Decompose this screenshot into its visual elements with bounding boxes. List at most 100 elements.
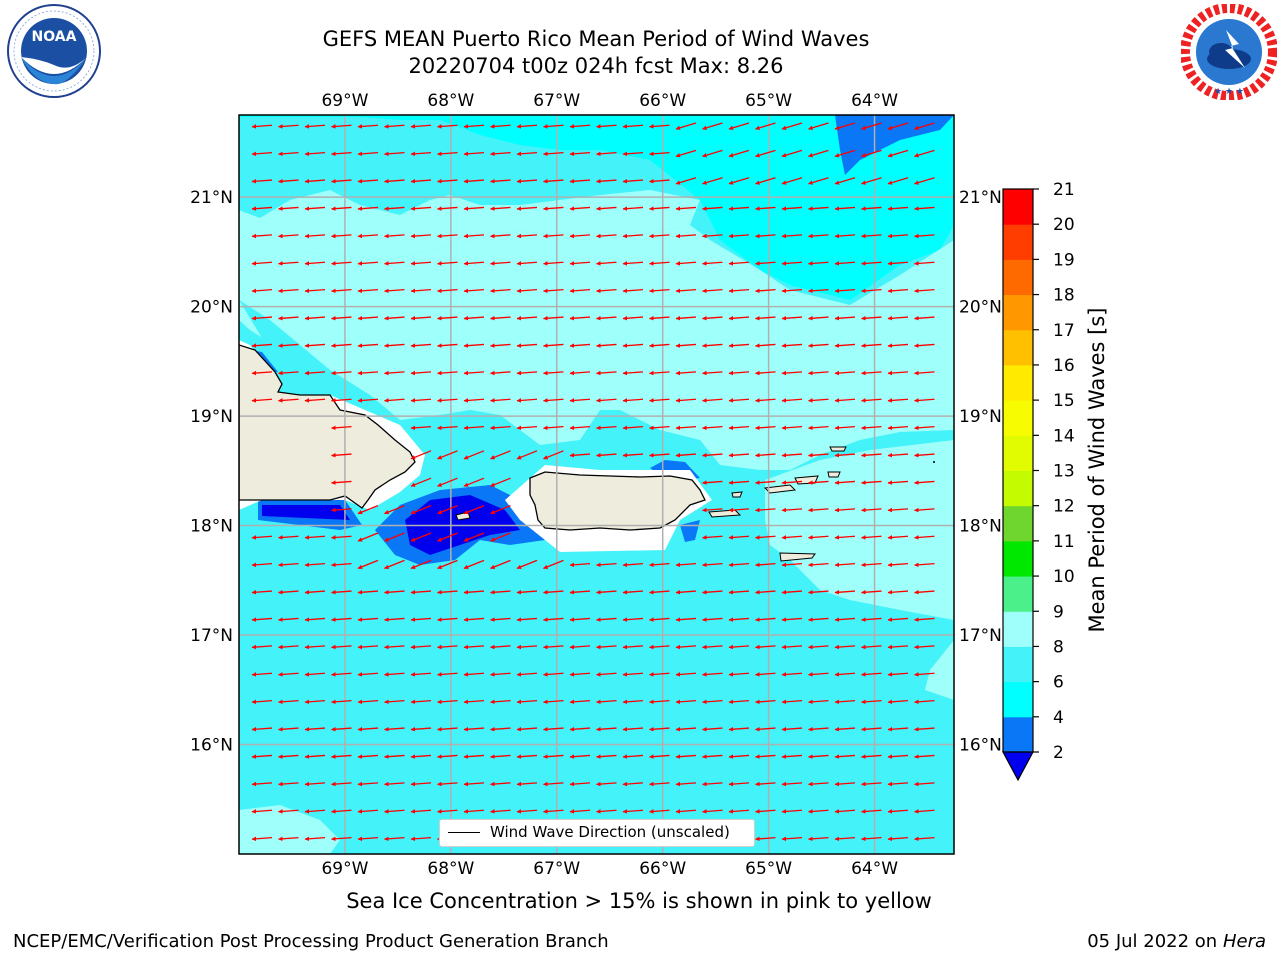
wind-wave-arrow: [649, 233, 670, 239]
wind-wave-arrow: [516, 178, 538, 184]
wind-wave-arrow: [304, 315, 326, 321]
wind-wave-arrow: [702, 726, 723, 732]
lat-tick-label: 17°N: [959, 626, 1002, 646]
wind-wave-arrow: [490, 477, 511, 487]
wind-wave-arrow: [675, 617, 697, 622]
wind-wave-arrow: [278, 206, 299, 211]
wind-wave-arrow: [728, 288, 750, 294]
wind-wave-arrow: [516, 672, 538, 677]
wind-wave-arrow: [596, 261, 617, 266]
wind-wave-arrow: [331, 124, 352, 129]
land-anguilla: [829, 446, 847, 452]
wind-wave-arrow: [781, 122, 803, 131]
wind-wave-arrow: [914, 425, 935, 431]
wind-wave-arrow: [622, 370, 644, 376]
wind-wave-arrow: [781, 507, 803, 513]
wind-wave-arrow: [384, 617, 405, 622]
wind-wave-arrow: [437, 233, 458, 239]
wind-wave-arrow: [357, 836, 379, 842]
wind-wave-arrow: [887, 672, 909, 677]
wind-wave-arrow: [702, 699, 723, 705]
wind-wave-arrow: [781, 535, 803, 540]
wind-wave-arrow: [278, 261, 299, 266]
wind-wave-arrow: [569, 398, 591, 403]
wind-wave-arrow: [490, 672, 511, 677]
wind-wave-arrow: [384, 699, 405, 705]
wind-wave-arrow: [622, 178, 644, 184]
wind-wave-arrow: [331, 452, 352, 458]
wind-wave-arrow: [463, 315, 485, 321]
wind-wave-arrow: [357, 589, 379, 595]
colorbar-bin: [1003, 681, 1033, 718]
wind-wave-arrow: [808, 315, 829, 321]
wind-wave-arrow: [887, 233, 909, 239]
map-frame: [238, 114, 955, 855]
wind-wave-arrow: [543, 672, 564, 677]
wind-wave-arrow: [861, 315, 882, 321]
footer-credit: NCEP/EMC/Verification Post Processing Pr…: [13, 931, 609, 952]
lon-tick-label: 65°W: [745, 859, 792, 879]
wind-wave-arrow: [410, 559, 432, 570]
wind-wave-arrow: [834, 261, 856, 266]
wind-wave-arrow: [357, 370, 379, 376]
colorbar-tick-label: 19: [1053, 250, 1075, 270]
wind-wave-arrow: [781, 233, 803, 239]
lat-tick-label: 21°N: [190, 188, 233, 208]
wind-wave-arrow: [596, 151, 617, 157]
wind-wave-arrow: [622, 315, 644, 321]
wind-wave-arrow: [516, 754, 538, 759]
wind-wave-arrow: [490, 261, 511, 266]
wind-wave-arrow: [490, 532, 511, 542]
wind-wave-arrow: [437, 206, 458, 211]
wind-wave-arrow: [278, 644, 299, 650]
wind-wave-arrow: [437, 754, 458, 759]
wind-wave-arrow: [490, 178, 511, 184]
wind-wave-arrow: [781, 315, 803, 321]
wind-wave-arrow: [357, 726, 379, 732]
wind-wave-arrow: [410, 754, 432, 759]
wind-wave-arrow: [543, 809, 564, 814]
wind-wave-arrow: [702, 315, 723, 321]
land-islet: [933, 461, 935, 463]
wind-wave-arrow: [357, 178, 379, 184]
wind-wave-arrow: [861, 398, 882, 403]
lat-ticks-right: 21°N 20°N 19°N 18°N 17°N 16°N: [959, 188, 1002, 755]
colorbar-tick-label: 15: [1053, 391, 1075, 411]
wind-wave-arrow: [516, 699, 538, 705]
wind-wave-arrow: [649, 315, 670, 321]
wind-wave-arrow: [808, 809, 829, 814]
wind-wave-arrow: [357, 288, 379, 294]
wind-wave-arrow: [755, 122, 776, 131]
wind-wave-arrow: [516, 398, 538, 403]
wind-wave-arrow: [675, 315, 697, 321]
wind-wave-arrow: [410, 206, 432, 211]
wind-wave-arrow: [543, 288, 564, 294]
wind-wave-arrow: [914, 617, 935, 622]
wind-wave-arrow: [861, 425, 882, 431]
wind-wave-arrow: [781, 261, 803, 266]
wind-wave-arrow: [251, 288, 273, 294]
footer-host: Hera: [1222, 931, 1266, 952]
wind-wave-arrow: [331, 178, 352, 184]
colorbar-bin: [1003, 364, 1033, 401]
lon-tick-label: 69°W: [321, 859, 368, 879]
wind-wave-arrow: [781, 589, 803, 595]
wind-wave-arrow: [569, 452, 591, 458]
wind-wave-arrow: [808, 288, 829, 294]
wind-wave-arrow: [278, 233, 299, 239]
wind-wave-arrow: [251, 562, 273, 568]
wind-wave-arrow: [543, 644, 564, 650]
wind-wave-arrow: [463, 370, 485, 376]
wind-wave-arrow: [808, 507, 829, 513]
colorbar-bin: [1003, 435, 1033, 471]
colorbar-bin: [1003, 611, 1033, 647]
wind-wave-arrow: [649, 781, 670, 787]
wind-wave-arrow: [384, 315, 405, 321]
wind-wave-arrow: [834, 343, 856, 348]
lon-tick-label: 69°W: [321, 91, 368, 111]
wind-wave-arrow: [278, 836, 299, 842]
wind-wave-arrow: [649, 261, 670, 266]
svg-text:NOAA: NOAA: [32, 29, 77, 45]
wind-wave-arrow: [331, 151, 352, 157]
wind-wave-arrow: [887, 589, 909, 595]
